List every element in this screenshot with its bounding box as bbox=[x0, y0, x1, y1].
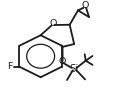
Text: O: O bbox=[58, 57, 66, 66]
Text: Si: Si bbox=[70, 64, 79, 74]
Text: O: O bbox=[81, 1, 88, 10]
Text: O: O bbox=[49, 19, 57, 28]
Text: F: F bbox=[7, 62, 12, 71]
